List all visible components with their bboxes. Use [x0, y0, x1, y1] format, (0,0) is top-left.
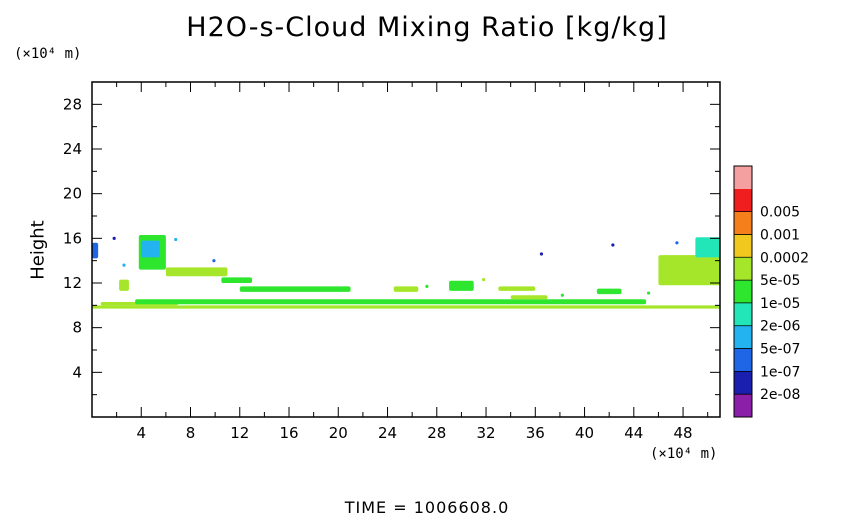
y-tick-label: 24: [63, 140, 82, 158]
colorbar-frame: [733, 165, 753, 418]
y-tick-label: 20: [63, 185, 82, 203]
y-unit-label: (×10⁴ m): [14, 46, 82, 62]
x-tick-label: 8: [186, 424, 196, 442]
colorbar-label: 2e-06: [760, 319, 800, 335]
colorbar-label: 0.005: [760, 205, 800, 221]
cloud-feature-5: [141, 240, 160, 258]
cloud-feature-6: [165, 267, 228, 277]
plot-frame: [91, 81, 721, 418]
cloud-feature-15: [596, 288, 622, 295]
colorbar-swatch: [734, 325, 752, 349]
colorbar-swatch: [734, 188, 752, 212]
x-tick-label: 28: [427, 424, 446, 442]
colorbar-swatch: [734, 394, 752, 417]
x-tick-label: 32: [476, 424, 495, 442]
x-unit-label: (×10⁴ m): [650, 446, 718, 462]
colorbar-swatch: [734, 348, 752, 372]
x-tick-label: 36: [526, 424, 545, 442]
chart-title: H2O-s-Cloud Mixing Ratio [kg/kg]: [186, 12, 668, 43]
cloud-feature-0: [92, 305, 720, 309]
y-tick-label: 8: [72, 319, 82, 337]
cloud-speck-7: [646, 291, 651, 295]
cloud-speck-4: [212, 259, 216, 263]
y-tick-label: 12: [63, 274, 82, 292]
cloud-feature-10: [92, 242, 99, 259]
time-label: TIME = 1006608.0: [344, 498, 510, 517]
colorbar-label: 1e-07: [760, 364, 800, 380]
x-tick-label: 20: [329, 424, 348, 442]
colorbar-swatch: [734, 166, 752, 189]
y-tick-label: 16: [63, 229, 82, 247]
cloud-feature-7: [221, 277, 253, 283]
cloud-feature-16: [510, 295, 548, 300]
x-tick-label: 40: [575, 424, 594, 442]
colorbar-label: 1e-05: [760, 296, 800, 312]
colorbar-swatch: [734, 280, 752, 303]
cloud-feature-14: [498, 286, 536, 291]
colorbar-swatch: [734, 302, 752, 326]
cloud-feature-12: [393, 286, 419, 292]
cloud-speck-2: [112, 236, 116, 240]
colorbar-swatch: [734, 371, 752, 395]
cloud-speck-8: [560, 293, 564, 297]
cloud-speck-1: [611, 243, 615, 247]
colorbar: 2e-08 1e-07 5e-07 2e-06 1e-05 5e-05 0.0002 0.00…: [733, 165, 809, 418]
cloud-feature-8: [658, 255, 720, 286]
colorbar-label: 2e-08: [760, 387, 800, 403]
cloud-speck-9: [425, 284, 429, 288]
colorbar-label: 5e-05: [760, 273, 800, 289]
cloud-speck-5: [122, 263, 126, 267]
colorbar-swatch: [734, 234, 752, 258]
colorbar-label: 5e-07: [760, 342, 800, 358]
x-tick-label: 44: [624, 424, 643, 442]
colorbar-label: 0.001: [760, 227, 800, 243]
colorbar-label: 0.0002: [760, 250, 809, 266]
cloud-speck-6: [675, 241, 679, 245]
cloud-speck-10: [481, 278, 486, 282]
x-tick-label: 12: [230, 424, 249, 442]
x-tick-label: 24: [378, 424, 397, 442]
y-tick-label: 4: [72, 363, 82, 381]
x-tick-label: 4: [136, 424, 146, 442]
y-tick-label: 28: [63, 95, 82, 113]
colorbar-swatch: [734, 257, 752, 281]
cloud-feature-11: [119, 279, 129, 291]
cloud-speck-3: [174, 237, 178, 242]
cloud-field-layer: [92, 234, 720, 309]
cloud-feature-9: [695, 237, 720, 258]
cloud-feature-13: [449, 280, 474, 291]
cloud-feature-3: [239, 286, 351, 292]
colorbar-swatch: [734, 211, 752, 235]
cloud-feature-2: [135, 299, 647, 305]
x-tick-label: 48: [674, 424, 693, 442]
x-tick-label: 16: [279, 424, 298, 442]
cloud-speck-0: [539, 252, 544, 256]
